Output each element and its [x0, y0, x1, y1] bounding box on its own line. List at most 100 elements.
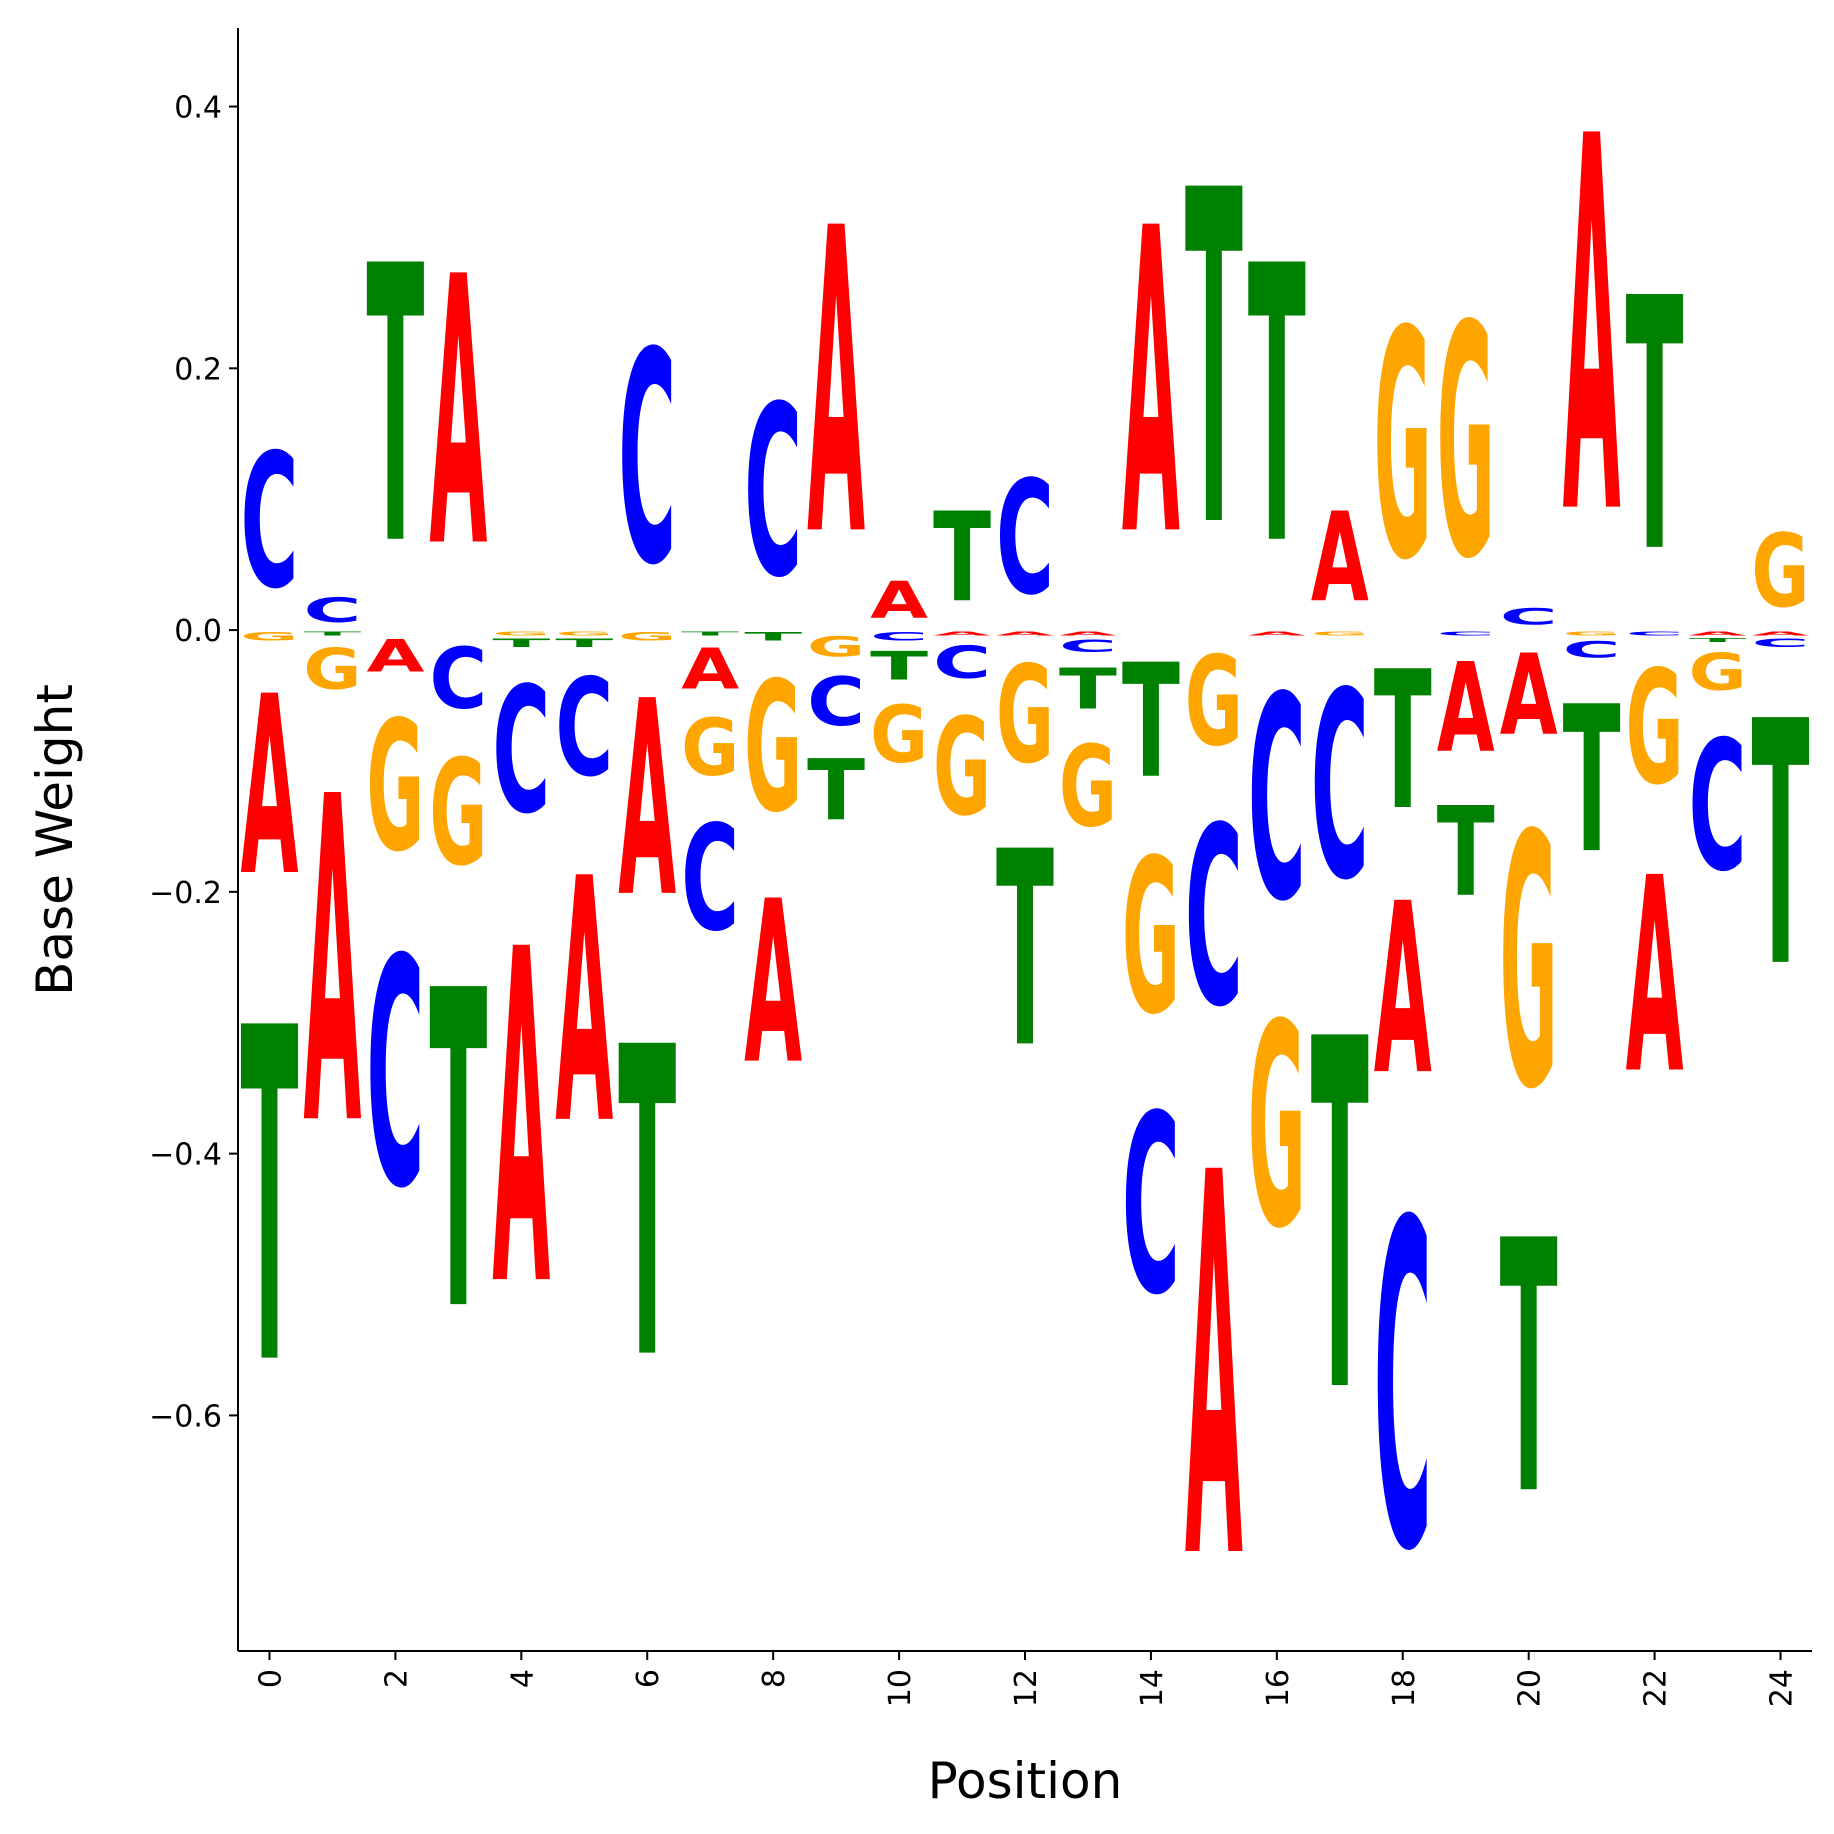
logo-letter-G-pos-13: G	[1059, 723, 1117, 853]
logo-letter-C-pos-0: C	[241, 415, 299, 630]
logo-letter-A-pos-21: A	[1563, 29, 1621, 628]
logo-letter-G-pos-24: G	[1752, 512, 1810, 630]
logo-letter-T-pos-14: T	[1122, 630, 1180, 813]
logo-letter-T-pos-16: T	[1248, 185, 1306, 628]
x-tick-label: 8	[757, 1669, 792, 1688]
logo-letter-G-pos-12: G	[996, 638, 1054, 794]
logo-letter-G-pos-21: G	[1563, 630, 1621, 636]
x-axis-title: Position	[928, 1752, 1123, 1810]
x-tick-label: 18	[1387, 1669, 1422, 1707]
logo-letter-A-pos-13: A	[1059, 630, 1117, 637]
y-tick-label: −0.6	[149, 1399, 222, 1434]
x-tick-label: 10	[883, 1669, 918, 1707]
logo-letter-T-pos-3: T	[429, 900, 487, 1408]
logo-letter-T-pos-11: T	[933, 486, 991, 629]
logo-letter-C-pos-16: C	[1248, 638, 1306, 963]
logo-letter-G-pos-10: G	[870, 689, 928, 780]
logo-letter-A-pos-19: A	[1437, 637, 1495, 781]
logo-letter-G-pos-4: G	[492, 630, 550, 636]
logo-letter-G-pos-19: G	[1437, 259, 1495, 629]
logo-letter-C-pos-13: C	[1059, 637, 1117, 656]
logo-letter-A-pos-0: A	[241, 643, 299, 930]
logo-letter-T-pos-21: T	[1563, 665, 1621, 898]
logo-letter-T-pos-22: T	[1626, 225, 1684, 629]
logo-letter-C-pos-7: C	[681, 793, 739, 963]
logo-letter-T-pos-18: T	[1374, 630, 1432, 852]
x-tick-label: 20	[1513, 1669, 1548, 1707]
x-tick-label: 14	[1135, 1669, 1170, 1707]
logo-letter-T-pos-0: T	[241, 932, 299, 1466]
logo-letter-T-pos-17: T	[1311, 939, 1369, 1499]
logo-letter-C-pos-17: C	[1311, 637, 1369, 937]
x-ticks: 0 2 4 6 8 10 12 14 16 18 20 22 24	[253, 1651, 1800, 1707]
logo-letter-C-pos-10: C	[870, 630, 928, 643]
x-tick-label: 2	[379, 1669, 414, 1688]
logo-letter-T-pos-7: T	[681, 630, 739, 637]
logo-letter-A-pos-18: A	[1374, 854, 1432, 1128]
logo-letter-C-pos-11: C	[933, 637, 991, 689]
logo-letter-A-pos-9: A	[807, 141, 865, 630]
logo-letter-A-pos-17: A	[1311, 487, 1369, 631]
logo-letter-A-pos-24: A	[1752, 630, 1810, 637]
logo-letter-G-pos-17: G	[1311, 630, 1369, 636]
y-ticks: −0.6 −0.4 −0.2 0.0 0.2 0.4	[149, 91, 238, 1434]
logo-letter-C-pos-18: C	[1374, 1129, 1432, 1650]
logo-letter-A-pos-14: A	[1122, 141, 1180, 630]
logo-letter-C-pos-3: C	[429, 631, 487, 729]
logo-letter-C-pos-12: C	[996, 449, 1054, 631]
logo-letter-C-pos-5: C	[555, 650, 613, 806]
logo-letter-C-pos-4: C	[492, 650, 550, 852]
logo-letter-T-pos-15: T	[1185, 94, 1243, 628]
logo-letter-A-pos-4: A	[492, 855, 550, 1388]
logo-letter-G-pos-14: G	[1122, 815, 1180, 1062]
y-tick-label: 0.0	[174, 614, 222, 649]
logo-letter-C-pos-15: C	[1185, 775, 1243, 1062]
logo-letter-A-pos-11: A	[933, 630, 991, 637]
logo-letter-G-pos-15: G	[1185, 630, 1243, 774]
logo-letter-A-pos-6: A	[618, 645, 676, 957]
y-tick-label: −0.4	[149, 1138, 222, 1173]
logo-letter-C-pos-14: C	[1122, 1063, 1180, 1350]
logo-letter-T-pos-5: T	[555, 637, 613, 650]
x-tick-label: 4	[505, 1669, 540, 1688]
logo-letter-G-pos-9: G	[807, 630, 865, 663]
logo-letters: CGATCTGATAGCACGTGTCAGTCACGATTAGCCTGAAGCT…	[241, 29, 1810, 1675]
x-tick-label: 24	[1765, 1669, 1800, 1707]
logo-letter-T-pos-8: T	[744, 630, 802, 643]
logo-letter-C-pos-9: C	[807, 664, 865, 742]
logo-letter-T-pos-24: T	[1752, 651, 1810, 1042]
logo-letter-T-pos-1: T	[303, 630, 361, 637]
y-tick-label: 0.2	[174, 352, 222, 387]
logo-letter-G-pos-1: G	[303, 638, 361, 703]
logo-letter-C-pos-20: C	[1500, 604, 1558, 630]
logo-letter-G-pos-7: G	[681, 702, 739, 793]
logo-letter-C-pos-21: C	[1563, 637, 1621, 663]
logo-letter-T-pos-23: T	[1689, 637, 1747, 644]
logo-letter-G-pos-11: G	[933, 690, 991, 846]
logo-letter-C-pos-22: C	[1626, 630, 1684, 636]
logo-letter-A-pos-10: A	[870, 572, 929, 630]
logo-letter-A-pos-8: A	[744, 854, 802, 1114]
logo-letter-C-pos-2: C	[366, 892, 424, 1257]
logo-letter-G-pos-20: G	[1500, 763, 1558, 1166]
logo-letter-T-pos-6: T	[618, 959, 676, 1454]
logo-letter-T-pos-13: T	[1059, 656, 1117, 721]
logo-letter-G-pos-3: G	[429, 729, 487, 898]
logo-letter-A-pos-16: A	[1248, 630, 1306, 637]
logo-letter-A-pos-23: A	[1689, 630, 1747, 637]
logo-letter-A-pos-3: A	[429, 199, 487, 629]
logo-letter-A-pos-7: A	[681, 637, 739, 702]
x-tick-label: 12	[1009, 1669, 1044, 1707]
logo-letter-A-pos-5: A	[555, 808, 613, 1199]
logo-letter-T-pos-10: T	[870, 643, 928, 689]
logo-letter-T-pos-19: T	[1437, 781, 1495, 924]
logo-letter-G-pos-23: G	[1689, 644, 1747, 702]
logo-letter-A-pos-1: A	[303, 703, 361, 1225]
x-tick-label: 6	[631, 1669, 666, 1688]
logo-letter-G-pos-8: G	[744, 645, 802, 853]
logo-letter-T-pos-12: T	[996, 794, 1054, 1107]
logo-letter-T-pos-9: T	[807, 742, 865, 839]
logo-letter-C-pos-24: C	[1752, 637, 1810, 650]
x-tick-label: 22	[1639, 1669, 1674, 1707]
logo-letter-C-pos-23: C	[1689, 703, 1747, 911]
